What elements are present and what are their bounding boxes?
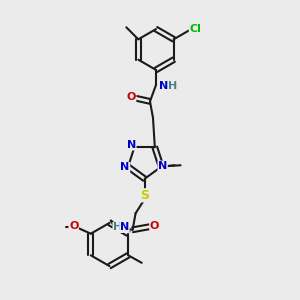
- Text: N: N: [158, 161, 167, 171]
- Text: O: O: [69, 221, 78, 231]
- Text: N: N: [120, 162, 130, 172]
- Text: O: O: [126, 92, 136, 102]
- Text: Cl: Cl: [189, 24, 201, 34]
- Text: H: H: [113, 222, 122, 233]
- Text: O: O: [150, 221, 159, 231]
- Text: N: N: [127, 140, 136, 150]
- Text: H: H: [169, 81, 178, 92]
- Text: N: N: [159, 81, 168, 92]
- Text: N: N: [120, 222, 129, 233]
- Text: S: S: [140, 189, 149, 202]
